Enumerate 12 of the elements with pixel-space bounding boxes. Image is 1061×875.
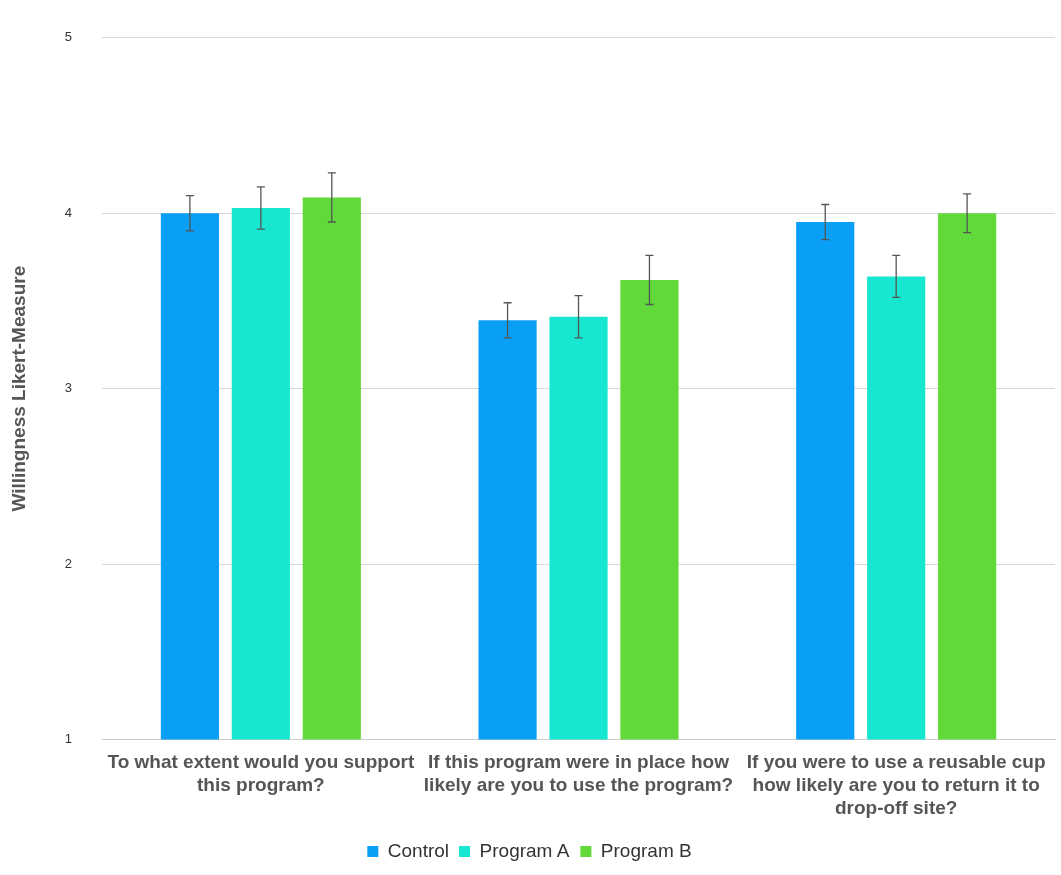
legend-label: Program A — [479, 839, 570, 861]
y-axis-title: Willingness Likert-Measure — [7, 265, 29, 512]
y-tick-label: 4 — [64, 204, 73, 220]
legend-label: Control — [387, 839, 450, 861]
x-tick-label: If this program were in place how likely are you to use the program? — [423, 751, 734, 796]
x-tick-label: If you were to use a reusable cup how likely are you to return it to drop-off site? — [746, 751, 1046, 818]
y-tick-label: 1 — [64, 731, 73, 747]
y-tick-label: 5 — [64, 29, 73, 45]
x-tick-label: To what extent would you support this program? — [107, 751, 415, 796]
y-tick-label: 2 — [64, 555, 73, 571]
legend-label: Program B — [600, 839, 692, 861]
y-tick-label: 3 — [64, 380, 73, 396]
